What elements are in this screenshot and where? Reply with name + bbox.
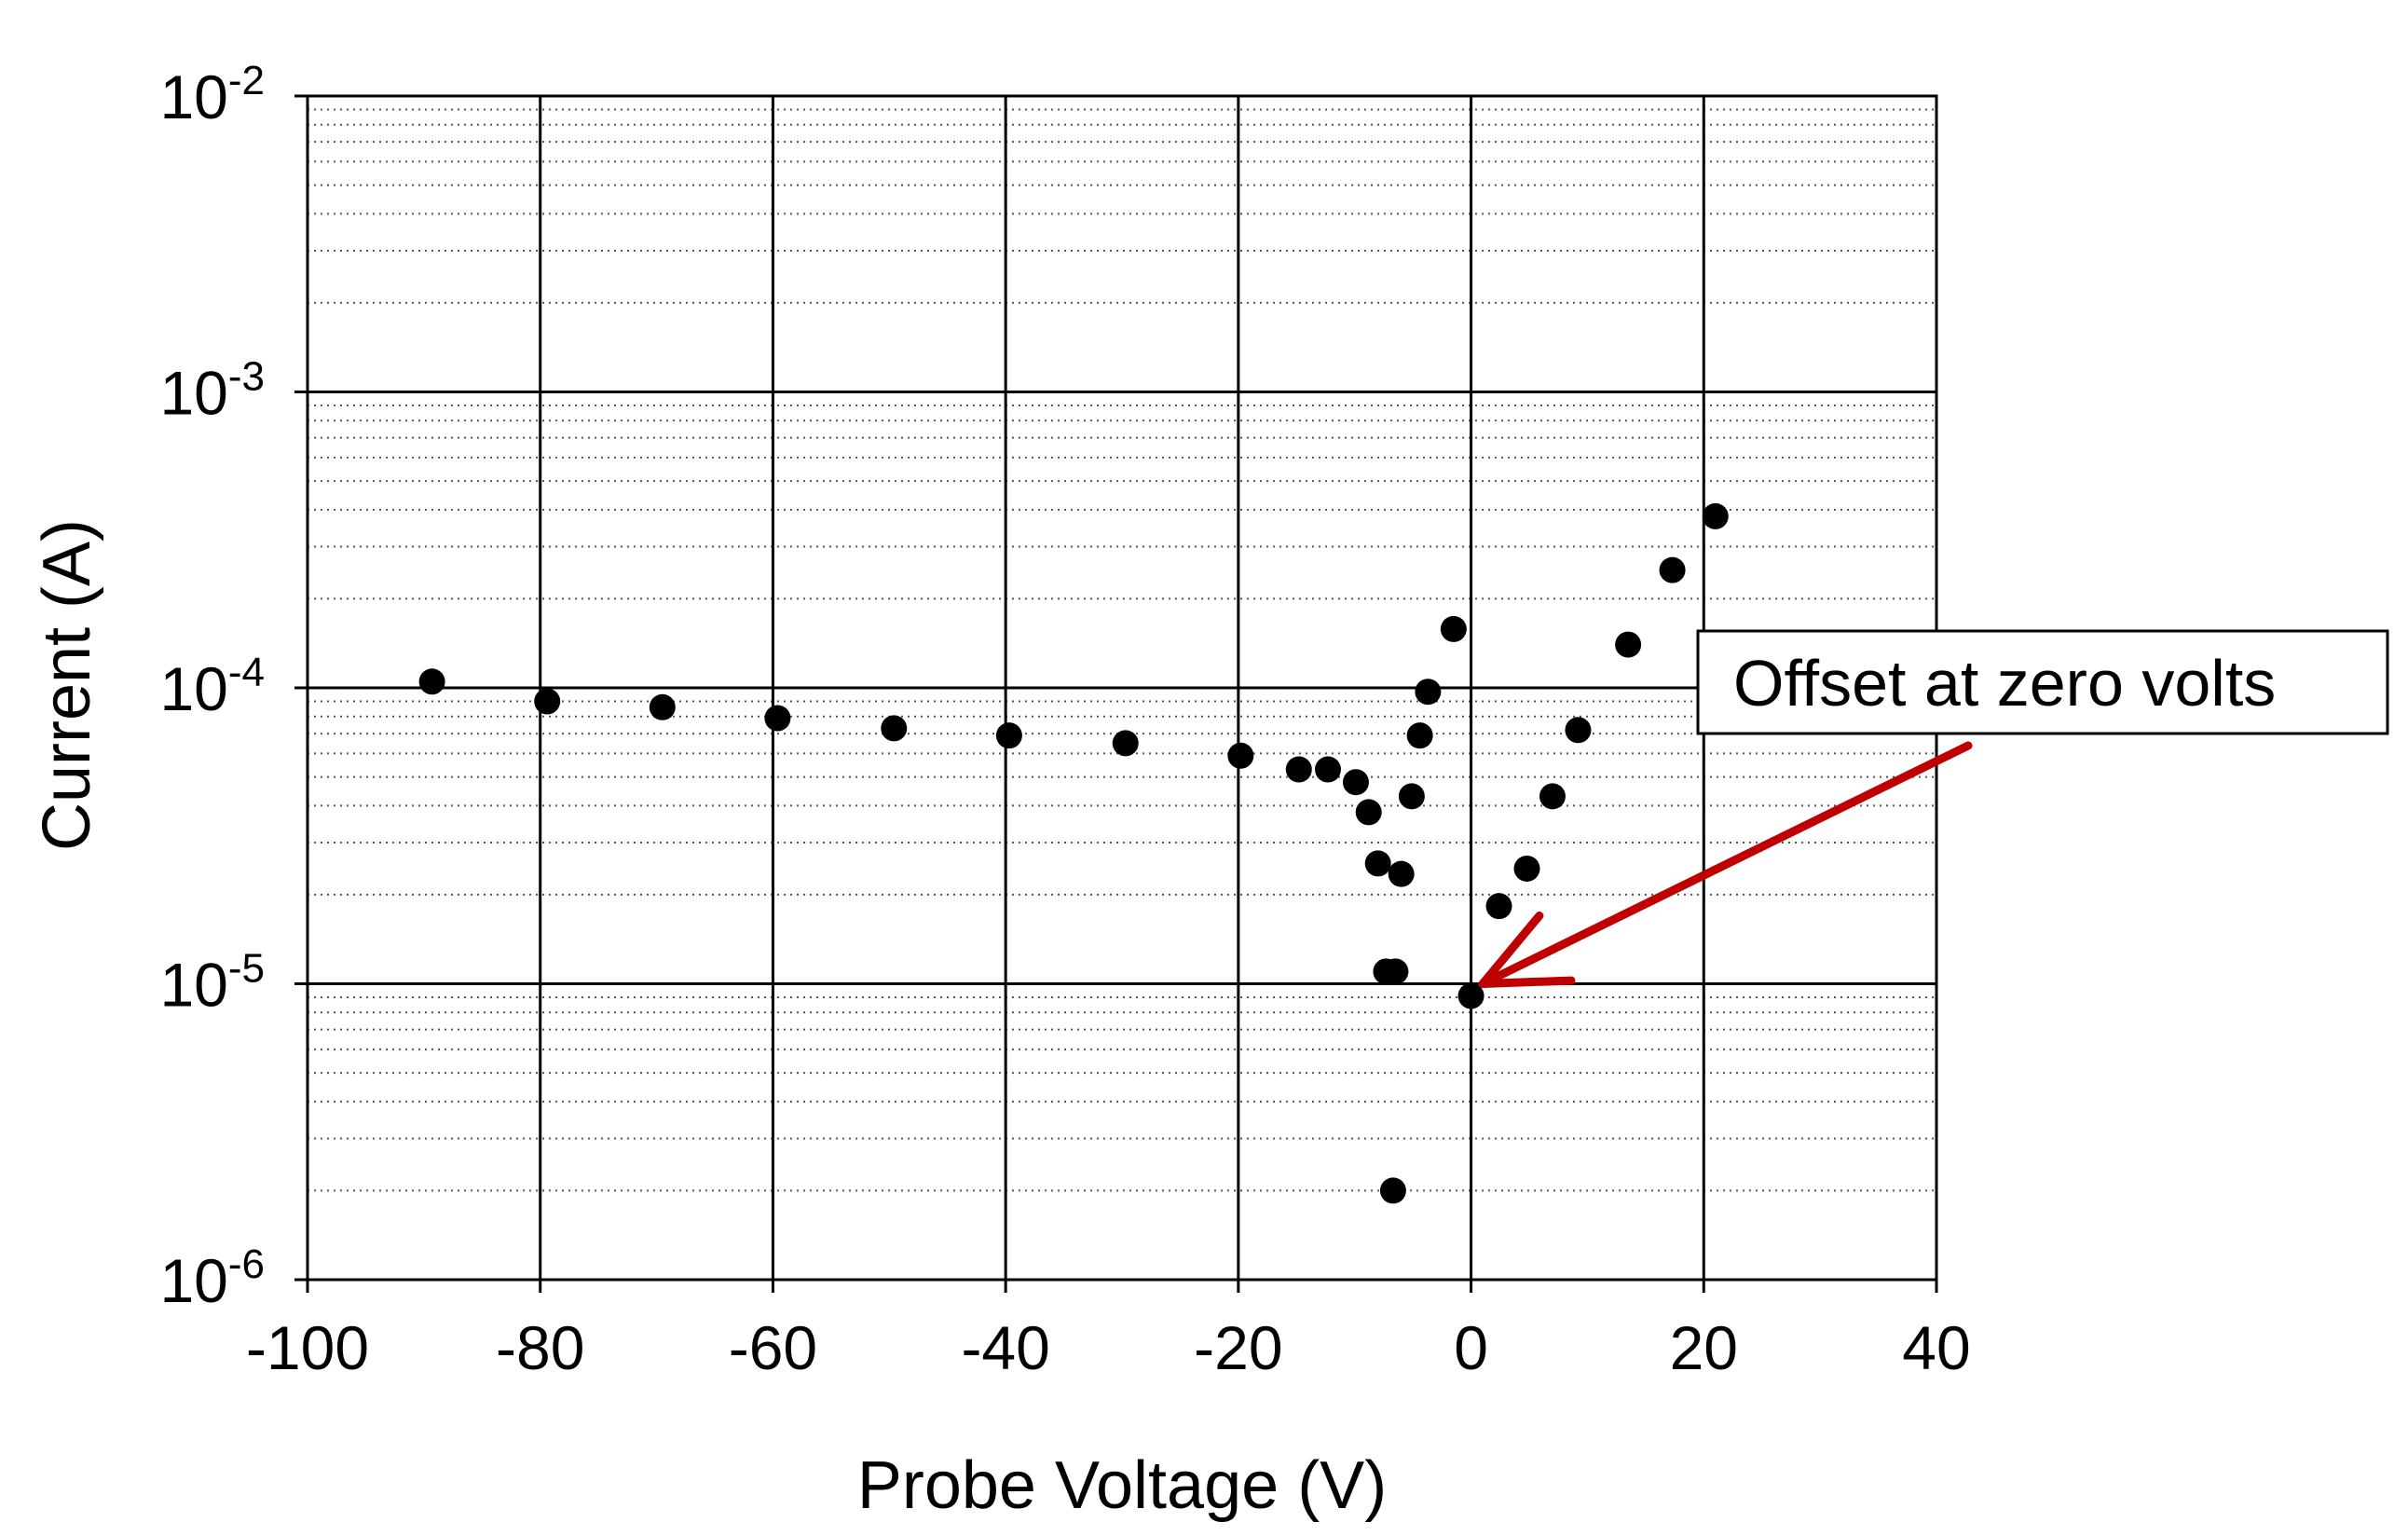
- data-point: [1702, 502, 1729, 529]
- data-point: [1112, 730, 1139, 757]
- y-tick-label: 10-3: [159, 354, 265, 428]
- data-point: [1364, 850, 1391, 877]
- y-axis-ticks: 10-6 10-5 10-4 10-3 10-2: [159, 58, 308, 1315]
- data-point: [995, 722, 1022, 749]
- x-tick-label: -40: [961, 1313, 1049, 1382]
- annotation-box: [1696, 629, 2389, 735]
- data-point: [1485, 893, 1512, 920]
- data-point: [1227, 742, 1254, 769]
- data-point: [1355, 799, 1382, 826]
- data-point: [1314, 756, 1341, 783]
- y-tick-label: 10-2: [159, 58, 265, 131]
- x-tick-label: -100: [246, 1313, 369, 1382]
- data-point: [534, 688, 561, 715]
- y-tick-label: 10-5: [159, 946, 265, 1020]
- major-gridlines: [308, 96, 1936, 1280]
- data-point: [764, 705, 791, 732]
- x-axis-title: Probe Voltage (V): [857, 1448, 1387, 1523]
- annotation-text: Offset at zero volts: [1733, 647, 2276, 720]
- data-point: [1342, 769, 1369, 796]
- x-tick-label: 20: [1670, 1313, 1738, 1382]
- data-point: [1457, 982, 1484, 1009]
- data-point: [1398, 783, 1425, 810]
- annotation-arrow-line: [1478, 741, 1973, 988]
- y-tick-label: 10-6: [159, 1241, 265, 1315]
- data-point: [1388, 860, 1415, 887]
- data-point: [1406, 722, 1433, 749]
- data-point: [1285, 756, 1312, 783]
- data-point: [1415, 679, 1442, 706]
- data-point: [881, 715, 908, 742]
- x-tick-label: -60: [729, 1313, 817, 1382]
- minor-gridlines: [308, 108, 1936, 1192]
- x-tick-label: -20: [1194, 1313, 1282, 1382]
- data-points: [418, 502, 1729, 1204]
- data-point: [1379, 1177, 1406, 1204]
- data-point: [418, 668, 445, 695]
- data-point: [1440, 615, 1467, 642]
- x-tick-label: 40: [1902, 1313, 1970, 1382]
- data-point: [1565, 717, 1592, 744]
- data-point: [1659, 556, 1686, 583]
- data-point: [1615, 631, 1642, 658]
- y-tick-label: 10-4: [159, 650, 265, 723]
- x-tick-label: -80: [496, 1313, 584, 1382]
- data-point: [1539, 783, 1566, 810]
- annotation-arrow-head: [1478, 912, 1576, 988]
- data-point: [649, 693, 676, 720]
- data-point: [1382, 958, 1409, 985]
- y-axis-title: Current (A): [30, 519, 104, 851]
- data-point: [1513, 855, 1540, 882]
- annotation: Offset at zero volts: [1478, 629, 2389, 988]
- x-axis-ticks: -100 -80 -60 -40 -20 0 20 40: [246, 1280, 1971, 1382]
- x-tick-label: 0: [1454, 1313, 1488, 1382]
